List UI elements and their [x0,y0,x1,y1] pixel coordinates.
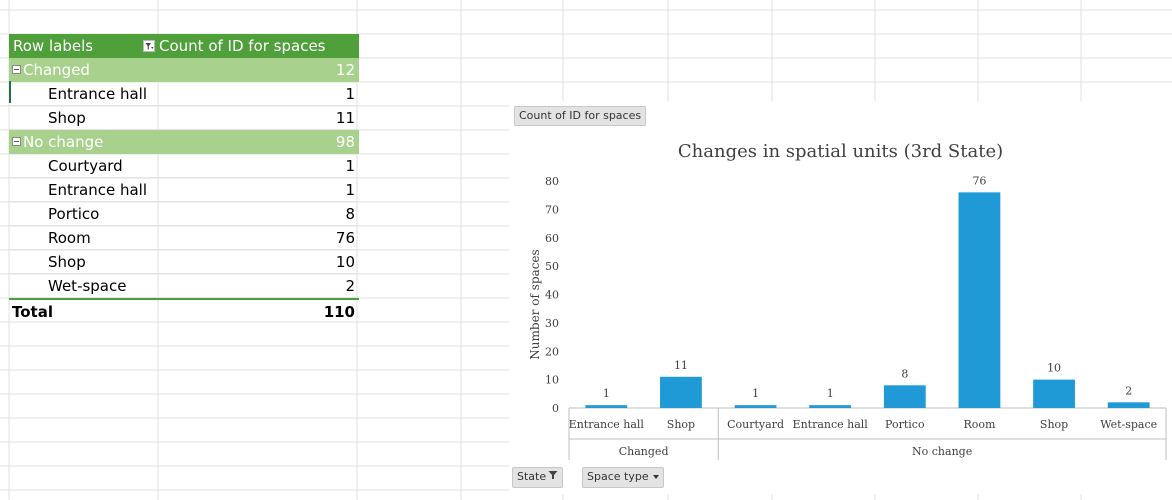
y-axis-label: Number of spaces [528,249,542,359]
chevron-down-icon[interactable] [652,475,659,479]
collapse-icon[interactable] [12,137,21,146]
value-column-label: Count of ID for spaces [159,37,326,55]
x-tick-label: Courtyard [727,418,784,431]
space-type-field-label: Space type [587,470,649,483]
data-label: 1 [603,387,610,400]
x-tick-label: Entrance hall [569,418,645,431]
pivot-chart[interactable]: Count of ID for spaces Changes in spatia… [509,101,1172,494]
y-tick-label: 40 [545,289,559,302]
group-label: Changed [23,61,90,79]
x-tick-label: Room [963,418,996,431]
item-value: 2 [345,277,355,295]
filter-icon[interactable] [548,468,558,486]
item-label: Wet-space [48,277,127,295]
item-label: Shop [48,109,86,127]
item-value: 10 [335,253,355,271]
data-label: 11 [674,359,688,372]
item-label: Shop [48,253,86,271]
filter-dropdown-icon[interactable] [143,39,155,52]
item-label: Room [48,229,91,247]
item-label: Courtyard [48,157,123,175]
pivot-item-row[interactable]: Entrance hall 1 [9,82,359,106]
y-tick-label: 20 [545,345,559,358]
bar [660,376,702,408]
item-value: 11 [335,109,355,127]
item-value: 1 [345,157,355,175]
pivot-item-row[interactable]: Courtyard 1 [9,154,359,178]
pivot-table: Row labels Count of ID for spaces Change… [9,34,359,322]
x-tick-label: Entrance hall [793,418,869,431]
data-label: 1 [827,387,834,400]
bar [734,405,777,408]
x-tick-label: Shop [667,418,695,431]
state-field-button[interactable]: State [512,467,564,488]
value-field-button[interactable]: Count of ID for spaces [514,106,647,126]
group-total: 12 [335,61,355,79]
value-field-label: Count of ID for spaces [519,109,642,122]
total-label: Total [12,303,53,321]
bar [1107,402,1150,408]
data-label: 2 [1125,384,1132,397]
data-label: 8 [901,367,908,380]
bar [809,405,852,408]
data-label: 10 [1047,362,1061,375]
group-total: 98 [335,133,355,151]
bar [585,405,628,408]
data-label: 76 [972,174,986,187]
item-label: Entrance hall [48,85,148,103]
y-tick-label: 30 [545,317,559,330]
bar [1033,379,1075,408]
bar [883,385,926,408]
y-tick-label: 60 [545,232,559,245]
chart-plot: 0 10 20 30 40 50 60 70 80 Number of spaces 1 Entran… [528,174,1167,460]
pivot-total-row[interactable]: Total 110 [9,298,359,322]
pivot-item-row[interactable]: Shop 10 [9,250,359,274]
group-label: No change [23,133,104,151]
item-label: Portico [48,205,100,223]
pivot-item-row[interactable]: Entrance hall 1 [9,178,359,202]
total-value: 110 [323,303,355,321]
collapse-icon[interactable] [12,65,21,74]
group-label: No change [912,445,972,458]
pivot-group-row-changed[interactable]: Changed 12 [9,58,359,82]
pivot-item-row[interactable]: Wet-space 2 [9,274,359,298]
pivot-item-row[interactable]: Room 76 [9,226,359,250]
item-value: 1 [345,181,355,199]
data-label: 1 [752,387,759,400]
group-label: Changed [619,445,669,458]
chart-title: Changes in spatial units (3rd State) [677,141,1004,162]
x-tick-label: Wet-space [1100,418,1157,431]
y-tick-label: 0 [552,402,559,415]
bar [958,192,1001,408]
row-labels-header[interactable]: Row labels [13,37,94,55]
y-tick-label: 50 [545,260,559,273]
x-tick-label: Portico [885,418,925,431]
item-value: 8 [345,205,355,223]
item-value: 76 [335,229,355,247]
y-tick-label: 80 [545,175,559,188]
state-field-label: State [517,470,547,483]
pivot-item-row[interactable]: Shop 11 [9,106,359,130]
pivot-item-row[interactable]: Portico 8 [9,202,359,226]
pivot-header-row: Row labels Count of ID for spaces [9,34,359,58]
active-cell-indicator [9,81,11,103]
item-value: 1 [345,85,355,103]
y-tick-label: 70 [545,203,559,216]
pivot-group-row-no-change[interactable]: No change 98 [9,130,359,154]
value-column-header[interactable]: Count of ID for spaces [143,34,326,58]
space-type-field-button[interactable]: Space type [582,467,664,488]
x-tick-label: Shop [1040,418,1068,431]
y-tick-label: 10 [545,374,559,387]
item-label: Entrance hall [48,181,148,199]
